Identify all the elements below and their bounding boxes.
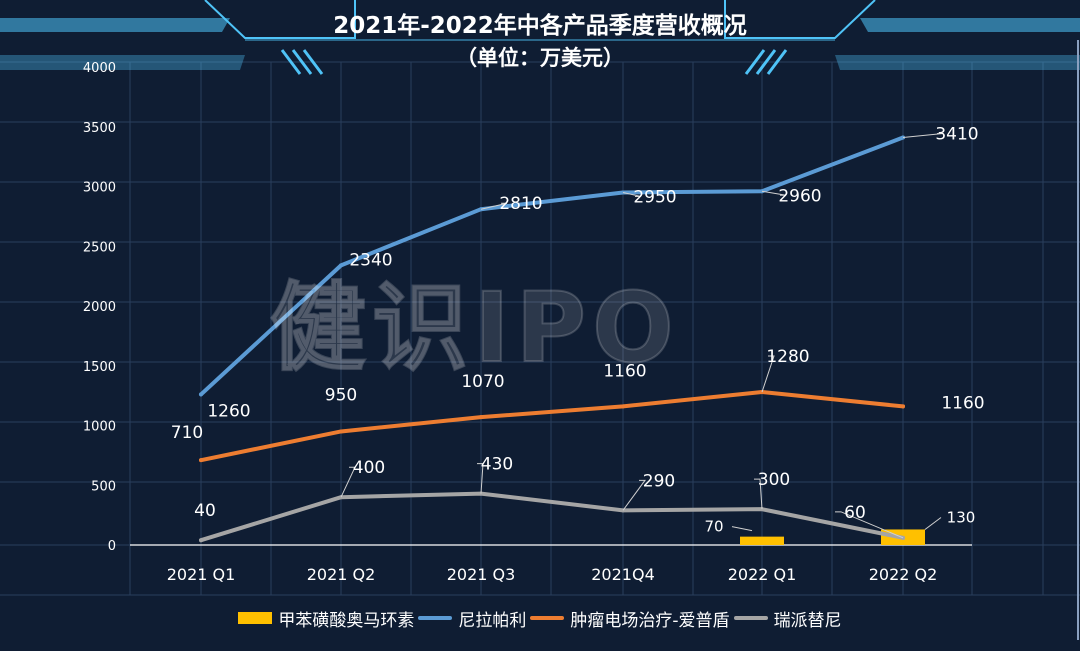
y-tick-label: 1000: [83, 420, 116, 435]
series-line-1: [199, 135, 905, 397]
header-bar-left-top: [0, 18, 230, 32]
data-label: 300: [758, 470, 790, 490]
legend-label: 瑞派替尼: [773, 610, 842, 631]
data-label: 710: [171, 423, 203, 443]
data-label-bar: 130: [947, 508, 976, 526]
data-label-bar: 70: [704, 518, 723, 536]
y-tick-label: 500: [91, 479, 116, 494]
x-tick-label: 2021Q4: [591, 565, 655, 584]
data-label: 60: [844, 503, 866, 523]
y-tick-label: 2000: [83, 300, 116, 315]
data-label: 950: [325, 385, 357, 405]
header-stripe: [755, 49, 777, 75]
data-point: [339, 263, 343, 268]
legend-item-ripretinib: 瑞派替尼: [733, 606, 842, 631]
series-line-2: [199, 390, 905, 463]
header-stripe: [766, 49, 788, 75]
x-tick-label: 2021 Q3: [447, 565, 516, 584]
x-tick-label: 2022 Q2: [869, 565, 938, 584]
header-bar-left-bottom: [0, 55, 245, 70]
y-tick-label: 1500: [83, 360, 116, 375]
leader-line: [754, 478, 763, 510]
header-stripe: [744, 49, 766, 75]
leader-line: [477, 463, 484, 494]
data-point: [621, 404, 625, 409]
watermark: 健识IPO: [269, 271, 680, 385]
header-stripe: [291, 49, 313, 75]
header-bar-right-top: [860, 18, 1080, 32]
x-tick-label: 2021 Q1: [167, 565, 236, 584]
y-tick-label: 3000: [83, 181, 116, 196]
leader-line: [480, 202, 508, 210]
leader-line: [622, 191, 642, 197]
legend-label: 尼拉帕利: [458, 610, 527, 631]
data-label: 2950: [633, 187, 676, 207]
header-frame-right: [724, 0, 876, 39]
leader-line: [622, 479, 646, 511]
leader-line: [835, 511, 904, 539]
y-tick-label: 3500: [83, 121, 116, 136]
data-point: [339, 429, 343, 434]
legend-item-niraparib: 尼拉帕利: [418, 606, 526, 631]
leader-line: [924, 517, 942, 530]
leader-line: [761, 190, 787, 196]
data-point: [479, 415, 483, 420]
chart-title: 2021年-2022年中各产品季度营收概况: [333, 13, 747, 39]
data-label: 2340: [349, 250, 392, 270]
data-label: 2960: [778, 186, 821, 206]
legend-item-omadacycline: 甲苯磺酸奥马环素: [238, 606, 414, 631]
legend-swatch-bar: [238, 612, 273, 624]
y-tick-label: 2500: [83, 240, 116, 255]
data-label: 1160: [941, 393, 984, 413]
legend-label: 甲苯磺酸奥马环素: [278, 610, 415, 631]
x-tick-label: 2022 Q1: [728, 565, 797, 584]
chart-subtitle: （单位：万美元）: [456, 46, 624, 70]
y-tick-label: 0: [108, 539, 116, 554]
data-label: 400: [353, 458, 385, 478]
legend-swatch-line: [733, 616, 768, 620]
legend-swatch-line: [530, 616, 565, 620]
header-stripe: [302, 49, 324, 75]
data-point: [199, 392, 203, 397]
leader-line: [902, 133, 944, 139]
legend-item-tumor-field: 肿瘤电场治疗-爱普盾: [530, 606, 730, 631]
data-point: [199, 538, 203, 543]
y-tick-label: 4000: [83, 61, 116, 76]
leader-line: [761, 355, 775, 393]
data-label: 2810: [499, 194, 542, 214]
data-label: 1160: [603, 361, 646, 381]
x-tick-label: 2021 Q2: [307, 565, 376, 584]
bar-omadacycline: [740, 536, 784, 545]
header-stripe: [280, 49, 302, 75]
leader-line: [340, 466, 356, 498]
data-label: 1070: [461, 372, 504, 392]
data-point: [901, 404, 905, 409]
legend-swatch-line: [418, 616, 453, 620]
data-label: 1280: [766, 347, 809, 367]
data-point: [199, 458, 203, 463]
data-label: 1260: [207, 401, 250, 421]
data-label: 290: [643, 471, 675, 491]
header-bar-right-bottom: [835, 55, 1080, 70]
data-label: 430: [481, 455, 513, 475]
data-label: 3410: [935, 125, 978, 145]
chart-legend: 甲苯磺酸奥马环素 尼拉帕利 肿瘤电场治疗-爱普盾 瑞派替尼: [0, 601, 1080, 635]
series-line-3: [199, 491, 905, 543]
data-label: 40: [194, 501, 216, 521]
legend-label: 肿瘤电场治疗-爱普盾: [570, 610, 730, 631]
leader-line: [731, 526, 753, 532]
